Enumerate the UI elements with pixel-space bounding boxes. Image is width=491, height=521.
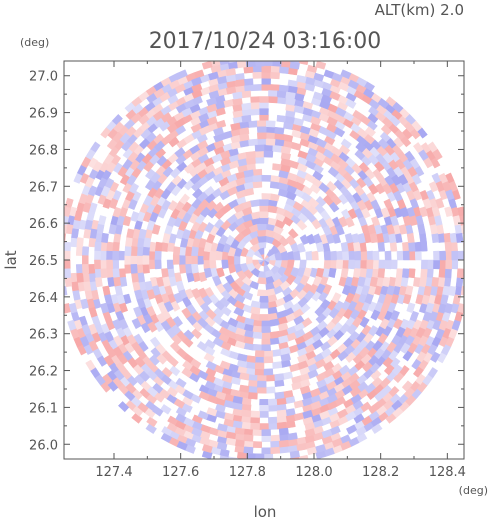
chart-title: 2017/10/24 03:16:00 (149, 29, 382, 54)
x-tick-label: 127.6 (162, 465, 199, 480)
radar-cell-group (64, 91, 464, 448)
x-tick-label: 128.4 (429, 465, 466, 480)
y-tick-label: 27.0 (29, 70, 58, 85)
axis-ticks: 127.4 127.6 127.8 128.0 128.2 128.4 26.0 26.1 26… (29, 61, 466, 480)
y-axis-label: lat (2, 250, 20, 269)
x-tick-label: 127.8 (229, 465, 266, 480)
radar-cell-group (137, 387, 380, 415)
radar-cell-group (153, 130, 441, 444)
y-tick-label: 26.0 (29, 438, 58, 453)
y-tick-label: 26.3 (29, 328, 58, 343)
y-tick-label: 26.2 (29, 365, 58, 380)
y-tick-label: 26.7 (29, 180, 58, 195)
radar-cell-group (94, 126, 429, 417)
x-axis-label: lon (254, 503, 277, 521)
y-tick-label: 26.8 (29, 143, 58, 158)
radar-cell-group (104, 87, 461, 331)
x-tick-label: 128.0 (295, 465, 332, 480)
y-tick-label: 26.4 (29, 291, 58, 306)
y-tick-label: 26.5 (29, 254, 58, 269)
plot-frame (63, 60, 465, 460)
radar-cell-group (84, 76, 459, 436)
chart-subtitle: ALT(km) 2.0 (375, 1, 464, 19)
radar-cell-group (67, 74, 443, 437)
radar-cell-group (78, 72, 452, 455)
radar-cell-group (220, 203, 232, 215)
radar-cell-group (76, 120, 461, 446)
y-tick-label: 26.9 (29, 107, 58, 122)
radar-field (64, 61, 464, 459)
y-tick-label: 26.6 (29, 217, 58, 232)
y-tick-label: 26.1 (29, 401, 58, 416)
radar-cell-group (257, 189, 455, 454)
radar-cell-group (319, 209, 331, 222)
radar-cell-group (160, 188, 381, 451)
radar-cell-group (136, 79, 381, 332)
x-tick-label: 127.4 (95, 465, 132, 480)
x-tick-label: 128.2 (362, 465, 399, 480)
x-unit-label: (deg) (459, 484, 488, 497)
y-unit-label: (deg) (20, 36, 49, 49)
